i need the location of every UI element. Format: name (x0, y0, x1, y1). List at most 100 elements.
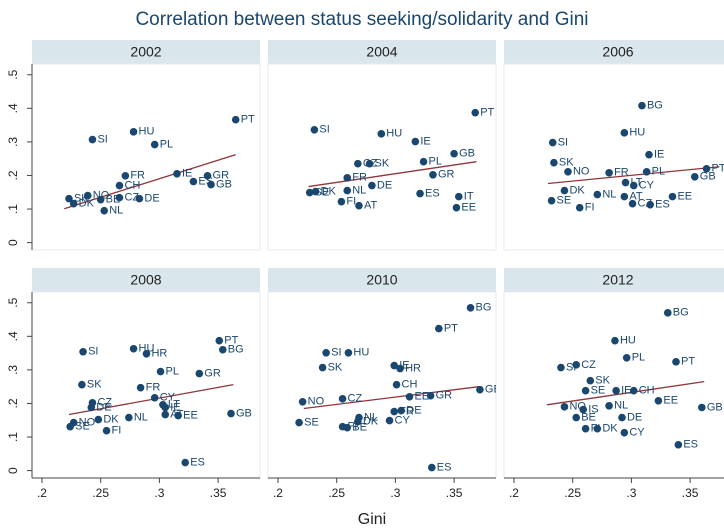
point-label: GR (438, 169, 455, 181)
point (115, 181, 124, 190)
point (668, 192, 677, 201)
point (322, 348, 330, 357)
point-label: IS (588, 403, 598, 415)
point-label: BG (673, 307, 689, 319)
point (579, 405, 588, 414)
point-label: PL (160, 138, 173, 150)
point (411, 137, 420, 146)
point (156, 367, 165, 376)
point-label: NL (364, 411, 378, 423)
point-label: IE (621, 385, 631, 397)
fit-line (546, 380, 705, 406)
point-label: SI (558, 136, 568, 148)
panel-marks: BGHUPLPTSICZSKSEIECHEENOISNLGBBEDEFIDKCY… (546, 307, 723, 451)
point (581, 386, 590, 395)
point-label: EE (183, 409, 198, 421)
panel-header (32, 268, 260, 292)
plot-area (31, 63, 261, 251)
point (121, 172, 130, 180)
point-label: EE (461, 202, 476, 214)
point (102, 426, 111, 435)
point (405, 392, 414, 401)
point (311, 187, 320, 196)
point-label: HU (620, 335, 636, 347)
point-label: ES (437, 461, 452, 473)
point-label: PT (444, 323, 458, 335)
point (605, 168, 613, 177)
x-tick-label: .25 (564, 486, 581, 500)
point-label: SI (319, 124, 329, 136)
point-label: NL (134, 411, 148, 423)
point-label: HU (139, 343, 155, 355)
point (390, 407, 399, 416)
x-tick-label: .3 (154, 486, 164, 500)
point-label: HR (151, 348, 167, 360)
point (215, 336, 224, 345)
point (218, 345, 227, 354)
point-label: IT (464, 191, 474, 203)
panel-header (32, 40, 260, 64)
point-label: IE (182, 168, 192, 180)
point-label: NL (602, 189, 616, 201)
panel-title: 2010 (366, 272, 397, 288)
y-tick-label: .5 (6, 69, 20, 79)
point (65, 194, 73, 203)
point (189, 177, 198, 186)
point (174, 411, 182, 420)
point-label: BG (647, 100, 663, 112)
point (429, 170, 437, 179)
point-label: HU (139, 126, 155, 138)
y-tick-label: 0 (6, 239, 20, 246)
point (698, 403, 706, 412)
plot-area (31, 291, 261, 479)
point-label: GB (216, 178, 232, 190)
point-label: IE (654, 149, 664, 161)
point-label: DE (627, 411, 642, 423)
point (419, 157, 428, 166)
point-label: ES (425, 188, 440, 200)
point-label: SI (88, 346, 98, 358)
point-label: ES (190, 456, 205, 468)
point-label: PT (224, 335, 238, 347)
point (612, 386, 620, 395)
point-label: NL (109, 205, 123, 217)
point (343, 186, 352, 195)
point (173, 169, 181, 178)
point-label: BG (228, 344, 244, 356)
point-label: SE (557, 195, 572, 207)
x-tick-label: .25 (92, 486, 109, 500)
point (66, 422, 74, 431)
point (94, 415, 103, 424)
point (79, 347, 87, 356)
y-tick-label: .2 (6, 398, 20, 408)
point-label: NO (93, 190, 110, 202)
point-label: GB (700, 171, 716, 183)
y-tick-label: .2 (6, 170, 20, 180)
point (88, 135, 97, 144)
point (337, 197, 346, 206)
point-label: DK (321, 185, 337, 197)
point-label: DK (103, 413, 119, 425)
fit-line (303, 386, 479, 410)
point-label: DE (144, 193, 159, 205)
point (654, 396, 663, 405)
point (390, 361, 399, 370)
point-label: CH (124, 179, 140, 191)
point (620, 192, 629, 201)
point-label: DK (602, 423, 618, 435)
point (620, 428, 629, 437)
point (547, 196, 556, 205)
point (69, 199, 78, 208)
point (572, 413, 581, 422)
point (690, 173, 699, 181)
point-label: DE (96, 401, 111, 413)
point-label: FI (585, 202, 595, 214)
plot-area (503, 63, 724, 251)
point-label: PT (712, 163, 724, 175)
point-label: BE (581, 411, 596, 423)
point (548, 138, 557, 147)
panel-header (268, 40, 496, 64)
x-tick-label: .3 (390, 486, 400, 500)
point (663, 309, 672, 317)
